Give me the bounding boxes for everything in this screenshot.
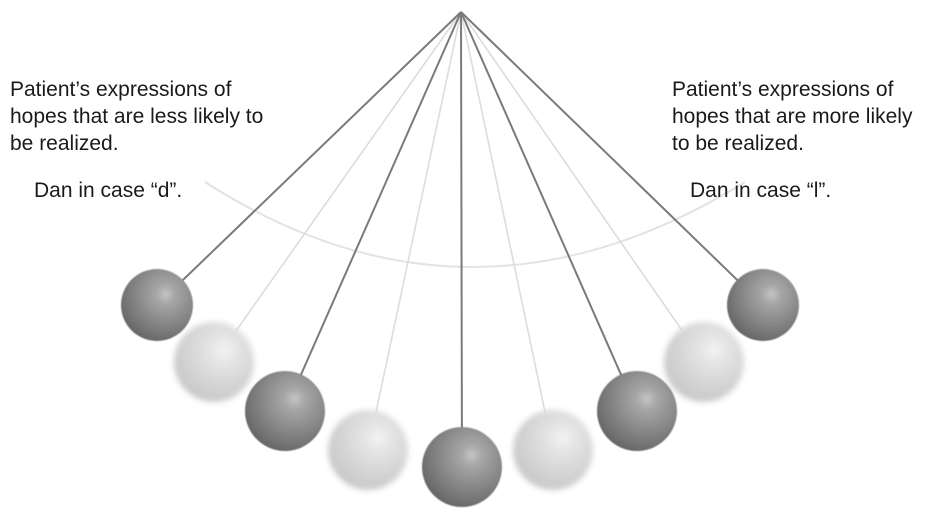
left-caption: Patient’s expressions of hopes that are … xyxy=(10,76,263,157)
left-caption-line-1: Patient’s expressions of xyxy=(10,78,232,101)
right-caption-line-2: hopes that are more likely xyxy=(672,105,913,128)
left-caption-line-2: hopes that are less likely to xyxy=(10,105,264,128)
left-case-label: Dan in case “d”. xyxy=(34,179,183,202)
pendulum-strings xyxy=(180,11,740,430)
pendulum-string-8 xyxy=(460,11,683,332)
pendulum-ball-7 xyxy=(597,371,677,451)
pendulum-string-3 xyxy=(299,11,462,377)
pendulum-ball-8 xyxy=(664,322,744,402)
pendulum-ball-3 xyxy=(245,371,325,451)
pendulum-string-7 xyxy=(460,11,623,377)
left-caption-line-3: be realized. xyxy=(10,132,119,155)
pendulum-string-5 xyxy=(460,11,463,430)
pendulum-string-2 xyxy=(235,11,462,332)
pendulum-string-4 xyxy=(375,11,462,413)
pendulum-string-9 xyxy=(460,11,740,283)
pendulum-string-6 xyxy=(460,11,546,413)
right-caption: Patient’s expressions of hopes that are … xyxy=(672,76,912,157)
pendulum-string-1 xyxy=(180,11,462,283)
pendulum-balls xyxy=(121,269,799,507)
right-caption-line-1: Patient’s expressions of xyxy=(672,78,894,101)
pendulum-ball-4 xyxy=(328,410,408,490)
swing-arc xyxy=(204,181,746,268)
pendulum-ball-1 xyxy=(121,269,193,341)
pendulum-ball-5 xyxy=(422,427,502,507)
pendulum-ball-9 xyxy=(727,269,799,341)
right-caption-line-3: to be realized. xyxy=(672,132,804,155)
pendulum-ball-2 xyxy=(174,322,254,402)
right-case-label: Dan in case “l”. xyxy=(690,179,832,202)
pendulum-ball-6 xyxy=(513,410,593,490)
